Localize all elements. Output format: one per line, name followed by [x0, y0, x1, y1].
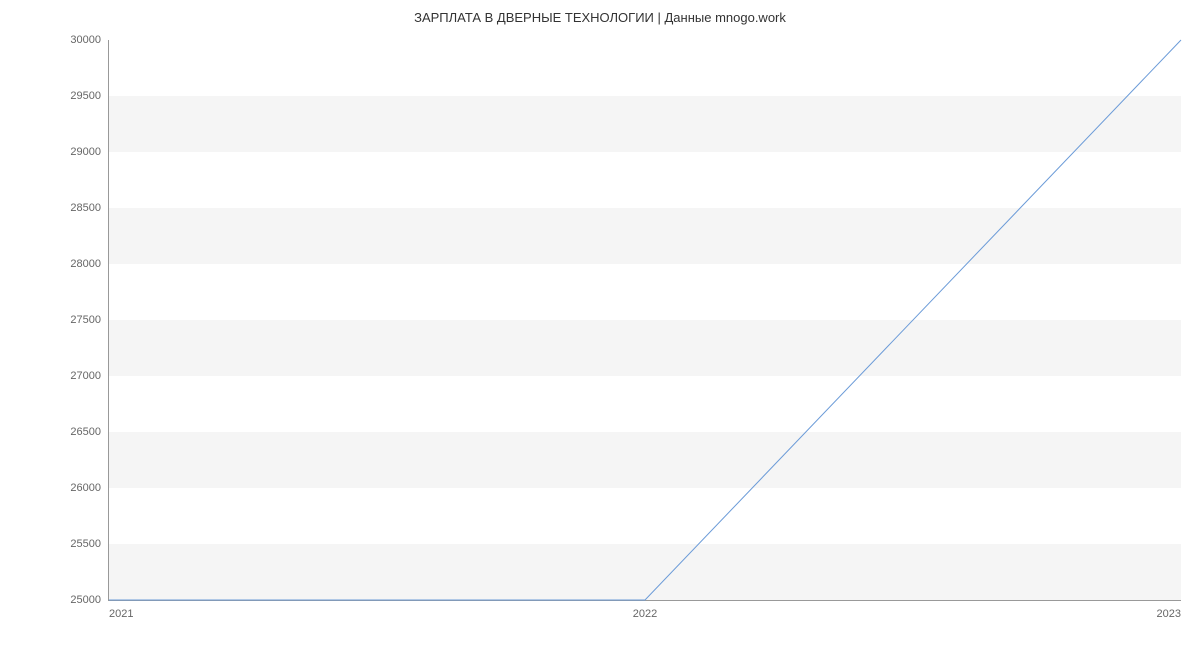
y-tick-label: 29000	[70, 146, 101, 158]
y-tick-label: 26000	[70, 482, 101, 494]
y-tick-label: 30000	[70, 34, 101, 46]
y-tick-label: 29500	[70, 90, 101, 102]
chart-container: ЗАРПЛАТА В ДВЕРНЫЕ ТЕХНОЛОГИИ | Данные m…	[0, 0, 1200, 650]
x-tick-label: 2022	[633, 608, 657, 620]
y-tick-label: 28000	[70, 258, 101, 270]
chart-title: ЗАРПЛАТА В ДВЕРНЫЕ ТЕХНОЛОГИИ | Данные m…	[0, 0, 1200, 25]
y-tick-label: 27500	[70, 314, 101, 326]
x-tick-label: 2023	[1157, 608, 1181, 620]
series-line-salary	[109, 40, 1181, 600]
y-tick-label: 25500	[70, 538, 101, 550]
y-tick-label: 28500	[70, 202, 101, 214]
line-layer	[109, 40, 1181, 600]
plot-area: 2500025500260002650027000275002800028500…	[108, 40, 1181, 601]
y-tick-label: 26500	[70, 426, 101, 438]
x-tick-label: 2021	[109, 608, 133, 620]
y-tick-label: 27000	[70, 370, 101, 382]
y-tick-label: 25000	[70, 594, 101, 606]
